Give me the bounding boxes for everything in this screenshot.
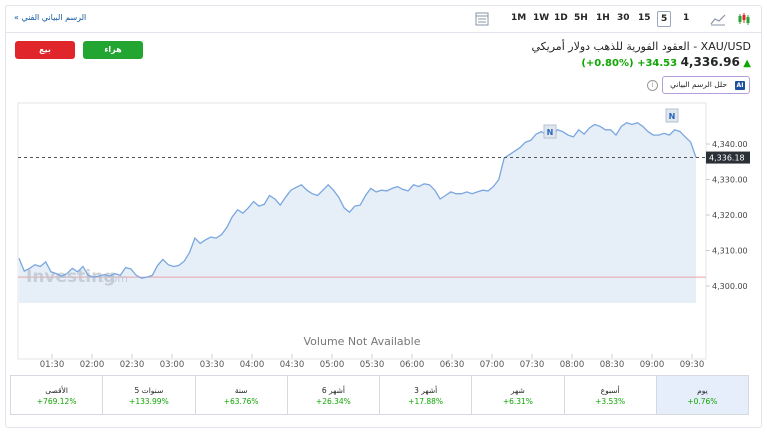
period-value: +0.76% <box>687 397 718 406</box>
timeframe-5h[interactable]: 5H <box>574 13 588 23</box>
news-marker <box>543 124 557 139</box>
period-1m[interactable]: شهر +6.31% <box>472 376 565 414</box>
period-label: الأقصى <box>45 386 68 395</box>
chart-toolbar: الرسم البياني الفني » 1M 1W 1D 5H 1H 30 … <box>6 6 761 33</box>
period-value: +133.99% <box>129 397 169 406</box>
x-tick-label: 06:30 <box>440 360 465 370</box>
last-price-tag <box>706 151 750 164</box>
ai-icon: AI <box>735 81 745 90</box>
layout-icon[interactable] <box>475 11 489 26</box>
x-tick-label: 02:00 <box>80 360 105 370</box>
price-area <box>19 122 696 303</box>
x-tick-label: 07:30 <box>520 360 545 370</box>
y-tick-label: 4,310.00 <box>712 247 748 256</box>
last-price: 4,336.96 <box>680 55 740 69</box>
analyze-chart-label: حلل الرسم البياني <box>670 80 727 89</box>
x-tick-label: 04:00 <box>240 360 265 370</box>
x-tick-label: 06:00 <box>400 360 425 370</box>
period-value: +63.76% <box>223 397 259 406</box>
price-change: +34.53 <box>637 58 678 69</box>
period-1d[interactable]: يوم +0.76% <box>656 376 748 414</box>
timeframe-1d[interactable]: 1D <box>554 13 568 23</box>
instrument-title: XAU/USD - العقود الفورية للذهب دولار أمر… <box>531 40 751 53</box>
period-5y[interactable]: 5 سنوات +133.99% <box>103 376 196 414</box>
area-chart-icon[interactable] <box>710 11 726 26</box>
price-line <box>18 121 697 279</box>
news-marker-label: N <box>547 128 554 137</box>
up-arrow-icon: ▲ <box>743 58 751 69</box>
x-tick-label: 05:30 <box>360 360 385 370</box>
buy-button[interactable]: هراء <box>83 41 143 59</box>
volume-not-available: Volume Not Available <box>304 335 421 348</box>
news-marker-label: N <box>669 112 676 121</box>
period-1y[interactable]: سنة +63.76% <box>196 376 288 414</box>
investing-watermark: Investing <box>26 267 115 287</box>
timeframe-30[interactable]: 30 <box>617 13 630 23</box>
price-row: (+0.80%) +34.53 4,336.96 ▲ <box>581 55 751 69</box>
news-marker <box>665 108 679 123</box>
timeframe-1[interactable]: 1 <box>683 13 690 23</box>
plot-area <box>17 102 707 360</box>
y-tick-label: 4,320.00 <box>712 211 748 220</box>
x-tick-label: 01:30 <box>40 360 65 370</box>
period-value: +769.12% <box>36 397 77 406</box>
period-value: +6.31% <box>502 397 533 406</box>
x-tick-label: 09:30 <box>680 360 705 370</box>
period-label: 6 أشهر <box>321 386 345 395</box>
price-change-percent: (+0.80%) <box>581 58 634 69</box>
timeframe-1w[interactable]: 1W <box>533 13 550 23</box>
period-label: أسبوع <box>600 386 620 395</box>
period-6m[interactable]: 6 أشهر +26.34% <box>288 376 380 414</box>
x-tick-label: 05:00 <box>320 360 345 370</box>
sell-button[interactable]: بيع <box>15 41 75 59</box>
info-icon[interactable]: i <box>647 80 658 91</box>
last-price-tag-label: 4,336.18 <box>709 154 745 163</box>
y-tick-label: 4,300.00 <box>712 282 748 291</box>
period-label: شهر <box>510 386 525 395</box>
timeframe-1m[interactable]: 1M <box>511 13 527 23</box>
chart-widget: الرسم البياني الفني » 1M 1W 1D 5H 1H 30 … <box>5 5 762 428</box>
x-tick-label: 03:00 <box>160 360 185 370</box>
candlestick-icon[interactable] <box>737 11 751 25</box>
x-tick-label: 02:30 <box>120 360 145 370</box>
timeframe-15[interactable]: 15 <box>638 13 651 23</box>
x-tick-label: 09:00 <box>640 360 665 370</box>
x-tick-label: 03:30 <box>200 360 225 370</box>
analyze-chart-button[interactable]: AI حلل الرسم البياني <box>662 76 750 94</box>
performance-periods: الأقصى +769.12% 5 سنوات +133.99% سنة +63.76… <box>10 375 749 415</box>
timeframe-5[interactable]: 5 <box>657 11 672 27</box>
period-label: 5 سنوات <box>134 386 164 395</box>
x-tick-label: 08:30 <box>600 360 625 370</box>
period-label: يوم <box>697 386 708 395</box>
y-tick-label: 4,340.00 <box>712 140 748 149</box>
price-chart[interactable]: 01:30 02:00 02:30 03:00 03:30 04:00 04:30 05:00… <box>6 6 763 376</box>
period-label: 3 أشهر <box>414 386 438 395</box>
period-label: سنة <box>234 386 248 395</box>
period-max[interactable]: الأقصى +769.12% <box>11 376 104 414</box>
x-tick-label: 07:00 <box>480 360 505 370</box>
technical-chart-link[interactable]: الرسم البياني الفني » <box>14 13 87 22</box>
x-tick-label: 04:30 <box>280 360 305 370</box>
period-value: +17.88% <box>408 397 444 406</box>
period-3m[interactable]: 3 أشهر +17.88% <box>380 376 473 414</box>
timeframe-1h[interactable]: 1H <box>596 13 610 23</box>
period-1w[interactable]: أسبوع +3.53% <box>565 376 657 414</box>
x-tick-label: 08:00 <box>560 360 585 370</box>
period-value: +3.53% <box>595 397 626 406</box>
period-value: +26.34% <box>315 397 351 406</box>
y-tick-label: 4,330.00 <box>712 176 748 185</box>
